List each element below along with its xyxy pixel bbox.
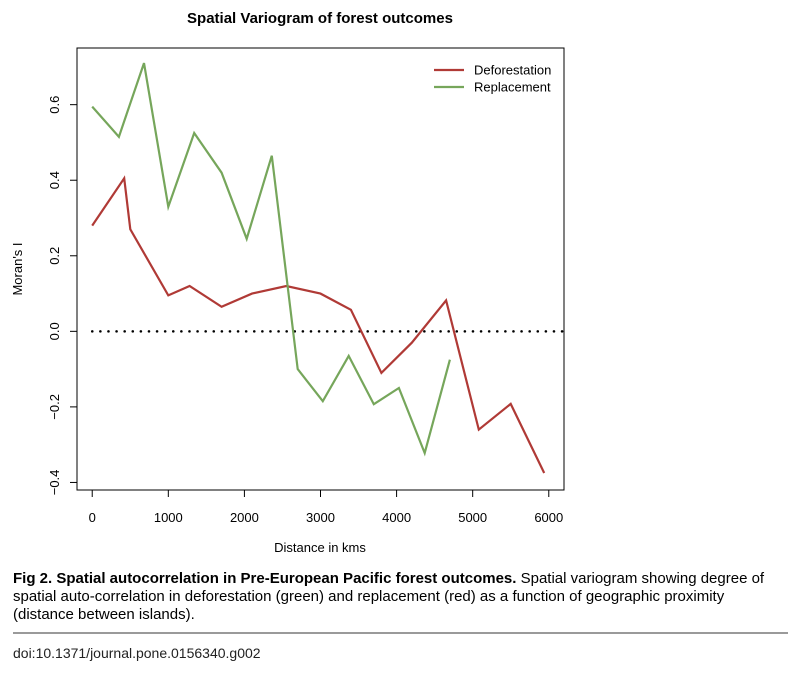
y-tick-label: 0.4 bbox=[47, 171, 62, 189]
x-tick-label: 6000 bbox=[534, 510, 563, 525]
x-tick-label: 1000 bbox=[154, 510, 183, 525]
legend-label-deforestation: Deforestation bbox=[474, 63, 551, 78]
y-tick-label: 0.0 bbox=[47, 322, 62, 340]
caption-divider bbox=[13, 632, 788, 634]
x-axis-label: Distance in kms bbox=[274, 540, 366, 555]
caption-text: Spatial variogram showing degree of spat… bbox=[13, 570, 765, 623]
y-axis-label: Moran's I bbox=[10, 242, 25, 295]
x-tick-label: 4000 bbox=[382, 510, 411, 525]
series-line-replacement bbox=[91, 62, 451, 457]
y-tick-label: −0.2 bbox=[47, 394, 62, 420]
figure-caption: Fig 2. Spatial autocorrelation in Pre-Eu… bbox=[13, 570, 788, 624]
legend-label-replacement: Replacement bbox=[474, 80, 551, 95]
series-line-deforestation bbox=[91, 175, 546, 474]
x-tick-label: 3000 bbox=[306, 510, 335, 525]
caption-label: Fig 2. Spatial autocorrelation in Pre-Eu… bbox=[13, 570, 517, 587]
x-tick-label: 5000 bbox=[458, 510, 487, 525]
plot-frame bbox=[76, 47, 565, 491]
x-tick-label: 0 bbox=[89, 510, 96, 525]
legend: Deforestation Replacement bbox=[434, 63, 551, 95]
y-tick-label: −0.4 bbox=[47, 470, 62, 496]
doi-text: doi:10.1371/journal.pone.0156340.g002 bbox=[13, 645, 261, 661]
x-tick-label: 2000 bbox=[230, 510, 259, 525]
y-tick-label: 0.2 bbox=[47, 247, 62, 265]
chart: Spatial Variogram of forest outcomes 0 10… bbox=[10, 10, 566, 555]
y-tick-label: 0.6 bbox=[47, 96, 62, 114]
chart-title: Spatial Variogram of forest outcomes bbox=[187, 10, 453, 27]
